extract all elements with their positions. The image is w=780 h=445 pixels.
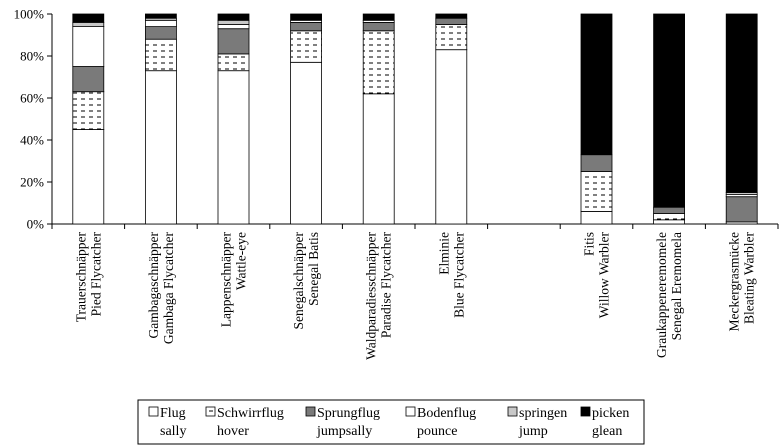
bar-segment-glean [290,13,323,21]
bar-segment-sally [217,70,250,225]
bar-segment-jumpsally [362,21,395,32]
category-label-en: Pied Flycatcher [88,232,103,317]
y-tick-label: 80% [20,49,44,64]
y-tick-label: 40% [20,133,44,148]
legend: FlugsallySchwirrflughoverSprungflugjumps… [137,399,645,445]
bar-segment-glean [725,13,758,193]
category-label-en: Senegal Batis [306,232,321,306]
legend-box [137,399,645,445]
bar-segment-hover [144,38,177,72]
category-label-de: Gambagaschnäpper [146,231,161,338]
bar-segment-sally [290,61,323,225]
bar-segment-sally [653,219,685,225]
y-tick-label: 20% [20,175,44,190]
bar-segment-glean [653,13,685,208]
legend-label-en: jump [518,424,548,439]
bar-segment-sally [362,93,395,225]
legend-label-de: Bodenflug [417,406,476,421]
bar-segment-pounce [144,19,177,27]
y-tick-label: 0% [27,217,45,232]
legend-label-de: Sprungflug [317,406,380,421]
category-label-de: Fitis [582,232,597,256]
bar-segment-sally [435,49,468,225]
y-tick-label: 60% [20,91,44,106]
bar-segment-pounce [72,26,105,67]
legend-label-de: springen [519,406,567,421]
legend-swatch-jumpsally [305,406,316,417]
bar-segment-glean [435,13,468,19]
bar-segment-sally [72,129,105,225]
legend-swatch-glean [580,406,591,417]
bar-segment-glean [72,13,105,23]
bar-segment-glean [144,13,177,19]
bar-segment-glean [362,13,395,21]
category-label-de: Lappenschnäpper [219,232,234,328]
bar-segment-hover [217,53,250,72]
bar-segment-jumpsally [290,21,323,32]
bar-segment-jumpsally [435,17,468,25]
category-label-en: Senegal Eremomela [669,232,684,340]
category-label-en: Willow Warbler [597,232,612,319]
legend-label-en: jumpsally [316,424,372,439]
category-label-en: Paradise Flycatcher [379,232,394,339]
bar-segment-pounce [217,24,250,30]
category-label-en: Gambaga Flycatcher [161,232,176,345]
legend-label-de: Schwirrflug [217,406,284,421]
category-label-de: Waldparadiesschnäpper [364,232,379,360]
legend-label-en: hover [217,424,249,439]
category-labels: Trauerschnäpper Pied Flycatcher Gambagasch… [73,231,756,359]
legend-swatch-sally [148,406,159,417]
legend-label-de: Flug [160,406,186,421]
bar-segment-jumpsally [72,66,105,93]
bar-segment-jumpsally [580,154,613,172]
legend-label-en: pounce [417,424,457,439]
legend-swatch-jump [507,406,518,417]
bar-segment-sally [580,210,613,225]
bar-segment-jumpsally [653,206,685,214]
category-label-de: Graukappeneremomele [654,232,669,358]
bar-segment-hover [435,24,468,51]
legend-label-en: sally [160,424,186,439]
bar-segment-jumpsally [725,196,758,223]
category-label-de: Elminie [436,232,451,275]
category-label-en: Wattle-eye [234,232,249,290]
category-label-de: Meckergrasmücke [727,232,742,331]
category-label-en: Bleating Warbler [742,232,757,325]
legend-swatch-pounce [405,406,416,417]
y-tick-label: 100% [14,7,45,22]
bar-stacks [72,13,758,225]
category-label-de: Senegalschnäpper [291,232,306,330]
legend-swatch-hover [205,406,216,417]
bar-segment-hover [290,30,323,63]
bar-segment-jump [72,21,105,27]
bar-segment-hover [362,30,395,95]
bar-segment-jumpsally [144,26,177,40]
bar-segment-glean [217,13,250,21]
category-label-en: Blue Flycatcher [451,232,466,318]
bar-segment-glean [580,13,613,156]
bar-segment-hover [653,213,685,221]
bar-segment-jumpsally [217,28,250,55]
bar-segment-hover [72,91,105,130]
legend-label-de: picken [592,406,629,421]
bar-segment-hover [580,171,613,212]
bar-segment-jump [217,19,250,25]
bar-segment-sally [144,70,177,225]
legend-label-en: glean [592,424,622,439]
category-label-de: Trauerschnäpper [73,232,88,323]
